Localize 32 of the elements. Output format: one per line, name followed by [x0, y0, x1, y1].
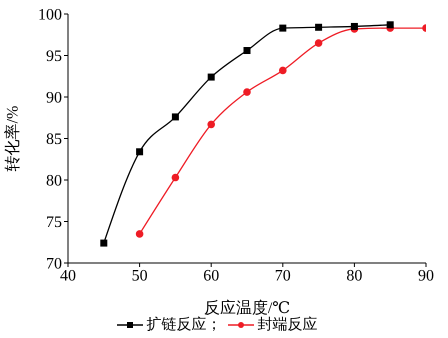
- point: [244, 47, 250, 54]
- y-tick-label: 70: [46, 256, 62, 273]
- x-tick-label: 50: [132, 267, 148, 284]
- point: [279, 24, 286, 32]
- x-tick-label: 70: [274, 267, 291, 284]
- x-tick-label: 40: [60, 267, 76, 284]
- y-axis-title: 转化率/%: [4, 106, 22, 172]
- point: [386, 21, 394, 28]
- point: [314, 39, 322, 47]
- x-tick-label: 90: [418, 267, 434, 284]
- y-tick-label: 100: [38, 6, 62, 24]
- point: [207, 120, 215, 128]
- point: [350, 22, 358, 30]
- y-tick-label: 95: [46, 48, 62, 66]
- point: [208, 74, 215, 81]
- point: [172, 113, 179, 120]
- point: [100, 240, 108, 247]
- point: [279, 66, 287, 74]
- point: [136, 230, 144, 238]
- x-tick-label: 60: [203, 267, 220, 284]
- point: [243, 88, 251, 96]
- x-tick-label: 80: [346, 267, 362, 284]
- x-axis-title: 反应温度/℃: [204, 299, 290, 317]
- y-tick-label: 80: [46, 172, 62, 190]
- point: [172, 174, 180, 182]
- point: [136, 148, 144, 156]
- y-tick-label: 85: [46, 131, 62, 148]
- y-tick-label: 75: [46, 214, 62, 232]
- y-tick-label: 90: [46, 90, 62, 107]
- legend-label: 封端反应: [258, 315, 318, 334]
- legend-label: 扩链反应；: [146, 315, 222, 334]
- point: [315, 24, 322, 31]
